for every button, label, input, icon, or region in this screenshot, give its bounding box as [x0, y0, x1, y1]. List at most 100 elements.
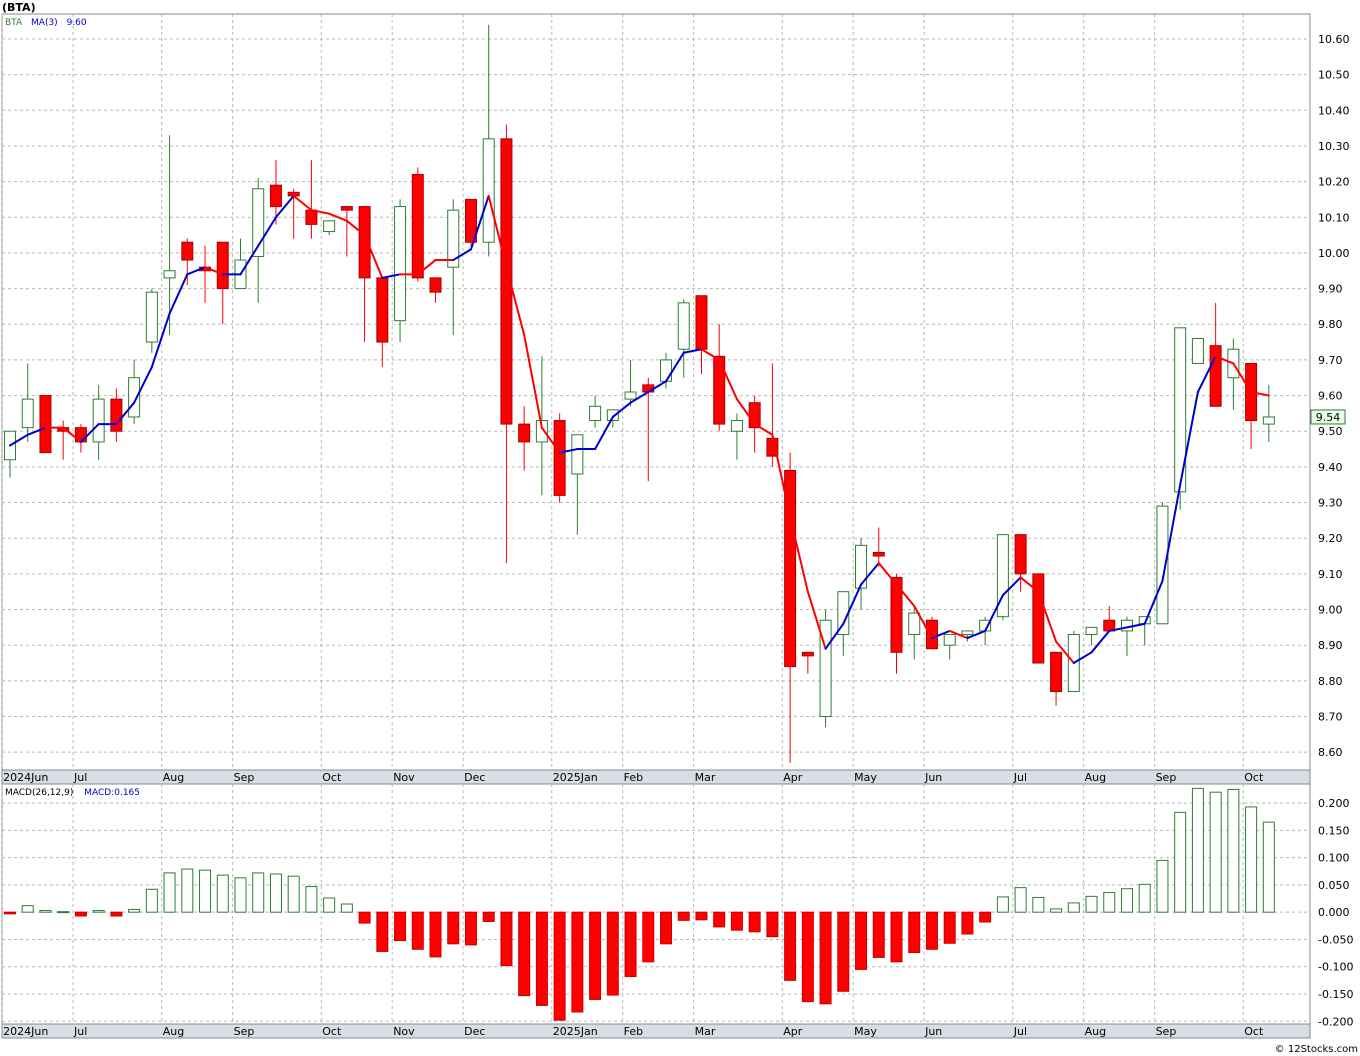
ma3-segment — [1143, 580, 1164, 625]
candle — [145, 288, 158, 353]
candle — [1085, 626, 1098, 646]
macd-bar-negative — [943, 911, 956, 944]
ma3-segment — [292, 194, 313, 212]
macd-x-tick: Aug — [1085, 1025, 1106, 1038]
chart-title: (BTA) — [2, 1, 36, 14]
macd-bar-positive — [1227, 788, 1240, 913]
macd-x-tick: Feb — [624, 1025, 643, 1038]
price-x-tick: Aug — [1085, 771, 1106, 784]
candle — [411, 167, 424, 282]
price-x-tick: 2025Jan — [553, 771, 598, 784]
legend-ma-label: MA(3) — [31, 18, 58, 28]
candle — [358, 206, 371, 343]
ma3-segment — [452, 248, 472, 262]
candle — [269, 160, 282, 225]
candle-body-down — [110, 398, 123, 432]
ma3-segment — [26, 426, 47, 436]
candle — [1032, 573, 1045, 664]
candle-body-up — [908, 612, 921, 635]
candle-body-up — [571, 434, 584, 475]
candle-body-up — [482, 138, 495, 243]
ma3-segment — [274, 194, 295, 219]
candle — [872, 527, 885, 567]
macd-bar-negative — [447, 911, 460, 945]
candle-body-up — [1262, 416, 1275, 425]
macd-legend: MACD(26,12,9) MACD:0.165 — [5, 788, 140, 798]
price-x-tick: Oct — [322, 771, 342, 784]
candle-body-up — [128, 377, 141, 418]
ma3-segment — [1090, 629, 1111, 654]
macd-bar-negative — [642, 911, 655, 963]
macd-bar-negative — [819, 911, 832, 1005]
ma3-segment — [523, 333, 543, 429]
macd-bar-positive — [1156, 859, 1169, 913]
ma3-segment — [328, 212, 348, 222]
macd-bar-negative — [464, 911, 477, 946]
candle-body-down — [181, 241, 194, 261]
price-panel-frame — [1, 13, 1311, 771]
price-y-tick: 10.50 — [1318, 69, 1350, 82]
macd-bar-negative — [624, 911, 637, 978]
candle — [482, 24, 495, 257]
candle — [429, 277, 442, 303]
candle-body-down — [872, 551, 885, 557]
macd-legend-value: MACD:0.165 — [84, 788, 140, 798]
ma3-segment — [700, 348, 721, 361]
candle — [855, 538, 868, 610]
price-y-tick: 8.80 — [1318, 675, 1343, 688]
macd-bar-positive — [1138, 883, 1151, 913]
macd-y-tick: 0.200 — [1318, 797, 1350, 810]
candle — [1156, 502, 1169, 625]
macd-y-tick: 0.050 — [1318, 879, 1350, 892]
candle-body-up — [1174, 327, 1187, 493]
candle — [376, 277, 389, 368]
candle-body-up — [92, 398, 105, 443]
price-y-tick: 9.10 — [1318, 568, 1343, 581]
candle — [252, 178, 265, 303]
candle — [128, 359, 141, 425]
candle-body-up — [660, 359, 673, 382]
price-x-tick: 2024Jun — [3, 771, 48, 784]
macd-bar-negative — [571, 911, 584, 1013]
candle — [1245, 362, 1258, 450]
macd-bar-negative — [74, 911, 87, 917]
candle — [589, 395, 602, 428]
macd-x-tick: Aug — [163, 1025, 184, 1038]
macd-bar-positive — [996, 896, 1009, 913]
ma3-segment — [984, 594, 1004, 632]
price-y-tick: 10.20 — [1318, 176, 1350, 189]
price-x-tick: May — [854, 771, 877, 784]
candle — [996, 534, 1009, 621]
macd-bar-negative — [872, 911, 885, 958]
candle-body-down — [340, 206, 353, 211]
macd-x-tick: Jun — [924, 1025, 942, 1038]
candle — [216, 241, 229, 325]
candle-body-down — [358, 206, 371, 279]
candle — [1191, 338, 1204, 364]
macd-bar-positive — [1120, 888, 1133, 913]
price-y-tick: 9.70 — [1318, 354, 1343, 367]
candle-body-up — [145, 291, 158, 343]
macd-bar-positive — [287, 875, 300, 913]
ma3-segment — [789, 515, 809, 593]
macd-bar-negative — [766, 911, 779, 938]
macd-x-tick: Sep — [234, 1025, 255, 1038]
macd-bar-negative — [801, 911, 814, 1003]
macd-y-tick: 0.100 — [1318, 852, 1350, 865]
macd-bar-negative — [110, 911, 123, 917]
grid-layer — [1, 14, 1310, 1024]
price-y-tick: 8.90 — [1318, 639, 1343, 652]
candle-body-up — [394, 206, 407, 322]
macd-bar-negative — [660, 911, 673, 945]
macd-bar-negative — [695, 911, 708, 921]
candle-body-up — [589, 405, 602, 422]
price-y-tick: 9.90 — [1318, 283, 1343, 296]
macd-bar-positive — [1174, 811, 1187, 913]
price-x-tick: Feb — [624, 771, 643, 784]
candle-body-up — [252, 188, 265, 257]
candle-body-down — [518, 423, 531, 443]
candle — [890, 573, 903, 674]
price-legend: BTA MA(3) 9.60 — [5, 18, 87, 28]
macd-bar-positive — [323, 897, 336, 913]
candle-body-down — [801, 651, 814, 657]
